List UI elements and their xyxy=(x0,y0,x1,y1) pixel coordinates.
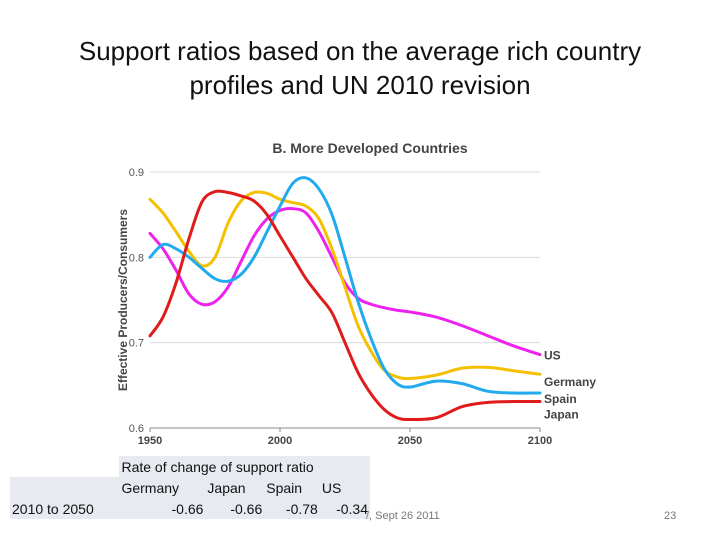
slide-title-line-2: profiles and UN 2010 revision xyxy=(189,70,531,100)
y-tick-label: 0.7 xyxy=(129,338,144,350)
table-header-spain: Spain xyxy=(264,477,320,498)
table-row: 2010 to 2050 -0.66 -0.66 -0.78 -0.34 xyxy=(10,498,370,519)
table-value-spain: -0.78 xyxy=(264,498,320,519)
table-value-us: -0.34 xyxy=(319,498,370,519)
y-tick-label: 0.9 xyxy=(129,167,144,179)
y-tick-label: 0.8 xyxy=(129,252,144,264)
y-tick-label: 0.6 xyxy=(129,423,144,435)
table-header-row: Germany Japan Spain US xyxy=(10,477,370,498)
x-tick-label: 2050 xyxy=(398,435,422,447)
table-row-label: 2010 to 2050 xyxy=(10,498,120,519)
support-ratio-chart: B. More Developed Countries 0.6 0.7 0.8 0.9 1… xyxy=(116,140,596,447)
series-line-spain xyxy=(148,176,542,395)
series-label-germany: Germany xyxy=(544,375,596,389)
page-number: 23 xyxy=(664,510,677,522)
table-empty-cell xyxy=(10,456,120,477)
footer-text: /, Sept 26 2011 xyxy=(366,510,440,522)
series-line-germany xyxy=(148,190,542,381)
x-tick-label: 2100 xyxy=(528,435,552,447)
series-line-japan xyxy=(148,189,542,422)
series-line-us xyxy=(148,207,542,357)
series-label-spain: Spain xyxy=(544,392,577,406)
x-tick-label: 2000 xyxy=(268,435,292,447)
table-title: Rate of change of support ratio xyxy=(119,456,370,477)
table-value-japan: -0.66 xyxy=(205,498,265,519)
table-header-germany: Germany xyxy=(119,477,206,498)
series-label-us: US xyxy=(544,349,561,363)
rate-of-change-table: Rate of change of support ratio Germany … xyxy=(10,456,370,519)
table-header-us: US xyxy=(319,477,370,498)
chart-title: B. More Developed Countries xyxy=(272,140,467,156)
slide-title-line-1: Support ratios based on the average rich… xyxy=(78,36,642,66)
slide-title: Support ratios based on the average rich… xyxy=(0,34,720,102)
table-empty-cell xyxy=(10,477,120,498)
x-tick-label: 1950 xyxy=(138,435,162,447)
table-header-japan: Japan xyxy=(205,477,265,498)
table-title-row: Rate of change of support ratio xyxy=(10,456,370,477)
table-value-germany: -0.66 xyxy=(119,498,206,519)
y-axis-label: Effective Producers/Consumers xyxy=(116,209,130,391)
series-label-japan: Japan xyxy=(544,408,579,422)
